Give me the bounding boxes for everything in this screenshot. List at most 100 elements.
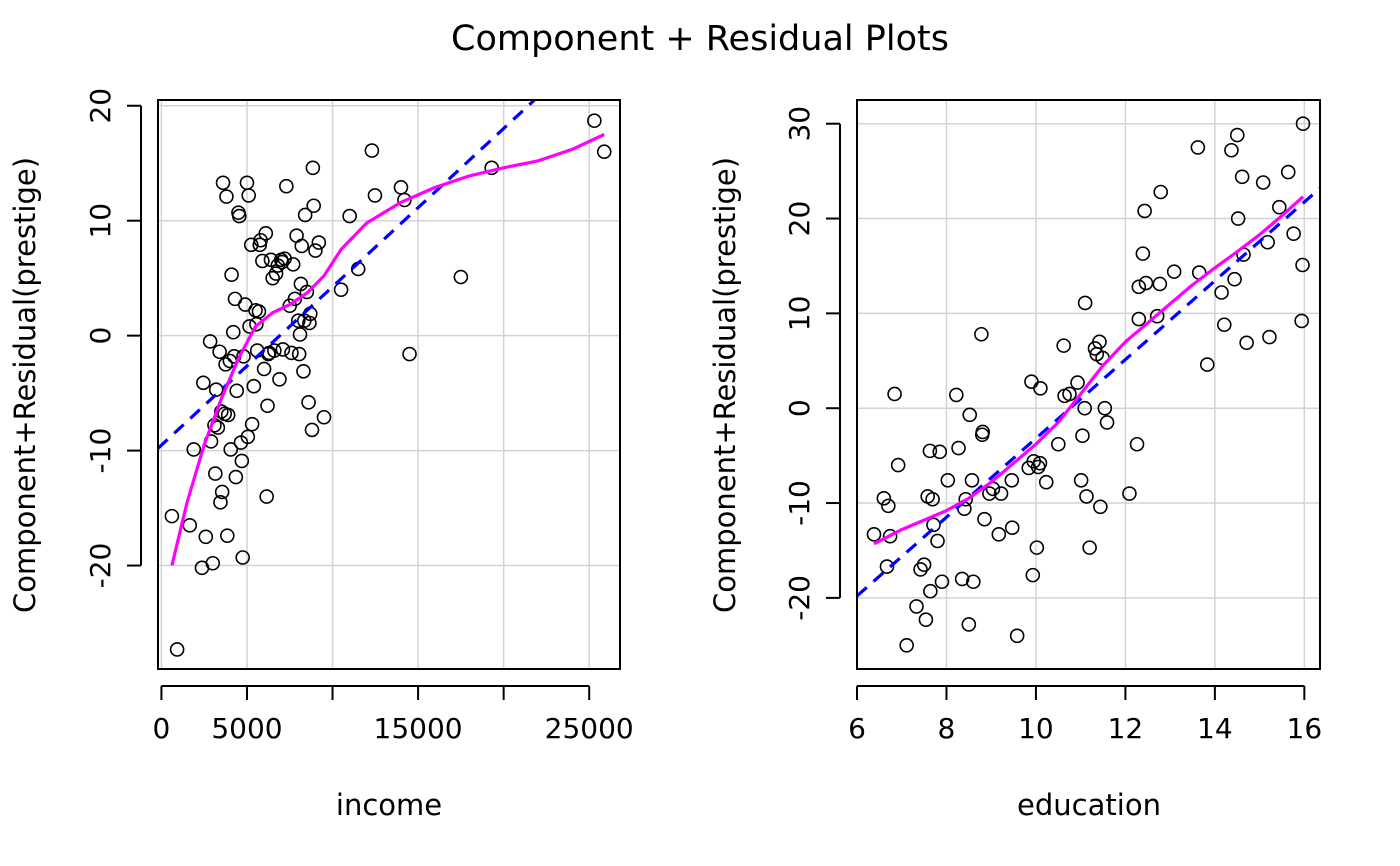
data-point-income-1 <box>169 642 185 657</box>
x-tick-label-education-2: 10 <box>1018 712 1054 745</box>
data-point-education-58 <box>1077 295 1093 311</box>
data-point-education-7 <box>899 637 914 653</box>
data-point-income-23 <box>220 407 236 423</box>
smooth-line-income <box>170 133 605 566</box>
data-point-education-20 <box>940 472 956 488</box>
data-point-income-85 <box>302 315 317 331</box>
data-point-income-82 <box>297 207 313 223</box>
data-point-income-12 <box>208 382 224 397</box>
data-point-education-60 <box>1082 540 1097 555</box>
data-point-education-5 <box>887 386 902 402</box>
x-tick-label-income-0: 0 <box>153 712 171 745</box>
x-tick-label-education-0: 6 <box>848 712 866 745</box>
linear-fit-line-income <box>158 100 536 450</box>
data-point-education-3 <box>881 498 896 514</box>
data-point-income-104 <box>596 144 612 160</box>
data-point-education-1 <box>876 490 892 506</box>
data-point-income-73 <box>287 291 303 307</box>
data-point-education-81 <box>1199 357 1215 372</box>
data-point-income-67 <box>275 342 291 357</box>
data-point-income-49 <box>251 304 267 319</box>
data-point-education-94 <box>1271 199 1287 215</box>
data-point-education-93 <box>1262 329 1277 345</box>
data-point-income-93 <box>333 282 349 297</box>
data-point-education-27 <box>962 407 978 423</box>
x-tick-label-education-4: 14 <box>1197 712 1233 745</box>
data-point-education-32 <box>975 424 991 440</box>
data-point-income-71 <box>284 345 299 361</box>
data-point-income-100 <box>402 346 417 362</box>
y-tick-label-education-4: 20 <box>783 201 816 237</box>
data-point-income-45 <box>246 378 262 394</box>
data-point-education-97 <box>1294 313 1309 329</box>
data-point-income-5 <box>196 375 211 391</box>
data-point-education-28 <box>964 472 980 488</box>
data-point-education-63 <box>1092 334 1107 350</box>
x-tick-label-income-5: 25000 <box>545 712 634 745</box>
data-point-education-76 <box>1152 276 1168 292</box>
data-point-income-44 <box>244 416 260 432</box>
data-point-income-79 <box>294 238 310 254</box>
data-point-education-78 <box>1166 264 1182 279</box>
data-point-education-96 <box>1286 226 1301 242</box>
linear-fit-line-education <box>857 186 1320 598</box>
data-point-education-85 <box>1227 271 1242 287</box>
data-point-education-0 <box>866 527 882 542</box>
data-point-education-25 <box>958 491 974 507</box>
data-point-education-26 <box>961 617 977 632</box>
data-point-income-26 <box>224 267 239 283</box>
data-point-income-6 <box>198 529 214 545</box>
data-point-income-87 <box>304 422 320 438</box>
plot-frame-education <box>856 99 1321 670</box>
data-point-income-3 <box>186 442 202 457</box>
data-point-education-37 <box>993 486 1009 501</box>
data-point-income-0 <box>164 508 180 524</box>
data-point-income-53 <box>256 361 272 377</box>
data-point-education-40 <box>1009 628 1025 644</box>
data-point-education-15 <box>925 491 940 507</box>
data-point-income-54 <box>258 226 274 241</box>
data-point-income-89 <box>306 198 322 214</box>
data-point-education-90 <box>1239 335 1254 351</box>
data-point-income-56 <box>260 398 275 414</box>
data-point-education-39 <box>1004 520 1020 535</box>
data-point-education-86 <box>1229 127 1245 143</box>
panel-income: income Component+Residual(prestige) 0 500… <box>8 88 634 822</box>
data-point-education-18 <box>932 444 948 460</box>
data-point-education-84 <box>1224 142 1239 158</box>
data-point-income-103 <box>587 113 602 128</box>
data-point-education-49 <box>1038 474 1054 490</box>
x-tick-label-education-5: 16 <box>1287 712 1323 745</box>
y-tick-label-income-2: 0 <box>84 327 117 345</box>
data-point-education-22 <box>951 440 966 456</box>
y-tick-label-education-1: -10 <box>783 480 816 526</box>
data-point-education-16 <box>926 517 941 533</box>
data-point-education-71 <box>1131 279 1147 295</box>
data-point-income-40 <box>240 429 256 445</box>
data-point-income-36 <box>235 550 250 565</box>
data-point-education-47 <box>1032 455 1048 471</box>
data-point-education-53 <box>1062 386 1077 402</box>
data-point-income-90 <box>308 243 323 258</box>
data-point-education-17 <box>930 533 945 549</box>
smooth-line-education <box>873 195 1305 546</box>
data-point-education-79 <box>1190 140 1206 155</box>
data-point-education-82 <box>1214 285 1229 300</box>
data-point-income-55 <box>259 489 274 504</box>
y-tick-label-education-2: 0 <box>783 399 816 417</box>
data-point-income-99 <box>397 192 412 208</box>
data-point-income-27 <box>225 324 241 340</box>
y-tick-label-income-1: -10 <box>84 428 117 474</box>
data-point-income-72 <box>285 257 301 272</box>
data-point-education-14 <box>923 583 938 599</box>
y-axis-label-education: Component+Residual(prestige) <box>708 157 742 613</box>
data-point-education-92 <box>1260 234 1275 250</box>
data-point-income-101 <box>453 269 469 285</box>
data-point-income-9 <box>205 555 221 571</box>
data-point-education-69 <box>1129 436 1145 452</box>
x-tick-label-education-1: 8 <box>938 712 956 745</box>
data-point-income-21 <box>219 189 234 204</box>
data-point-income-66 <box>274 254 290 270</box>
figure-title: Component + Residual Plots <box>451 19 949 59</box>
data-point-education-50 <box>1051 436 1066 452</box>
